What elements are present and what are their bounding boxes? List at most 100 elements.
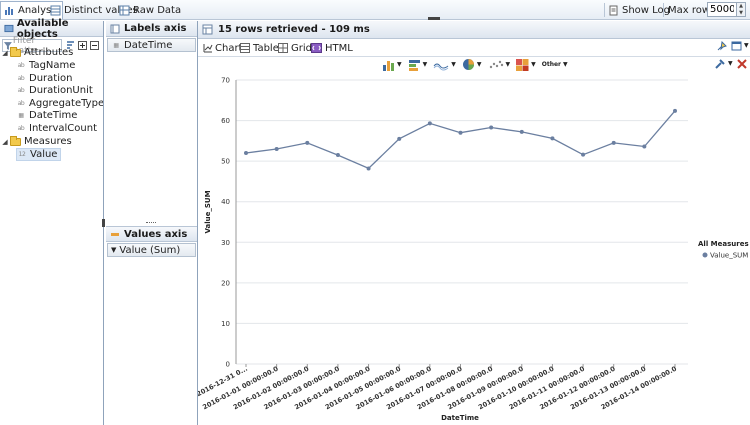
chevron-down-icon[interactable]: ▼ <box>728 60 733 67</box>
measures-label: Measures <box>24 136 72 147</box>
settings-icon[interactable] <box>714 58 726 70</box>
chevron-down-icon[interactable]: ◢ <box>2 137 8 146</box>
tab-analysis-label: Analysis <box>18 5 60 16</box>
pie-chart-icon[interactable] <box>462 58 475 71</box>
labels-axis-title: Labels axis <box>124 23 187 34</box>
tree-item-value[interactable]: 12 Value <box>16 148 62 161</box>
bar-chart-icon[interactable] <box>382 59 395 71</box>
data-point[interactable] <box>244 151 248 156</box>
data-point[interactable] <box>642 144 647 149</box>
chevron-down-icon[interactable]: ▼ <box>531 61 536 68</box>
data-point[interactable] <box>366 166 371 171</box>
chevron-down-icon[interactable]: ▼ <box>476 61 482 68</box>
splitter-handle[interactable] <box>146 222 156 224</box>
close-icon[interactable] <box>737 59 747 69</box>
chevron-down-icon[interactable]: ▼ <box>451 61 456 68</box>
stacked-bar-icon[interactable] <box>408 59 421 71</box>
tab-table[interactable]: Table <box>240 41 279 55</box>
chevron-down-icon[interactable]: ▼ <box>422 61 428 68</box>
tab-html[interactable]: HTML <box>311 41 353 55</box>
show-log-button[interactable]: Show Log <box>608 3 670 18</box>
data-point[interactable] <box>458 130 463 135</box>
splitter-handle[interactable] <box>428 17 440 20</box>
heatmap-icon[interactable] <box>516 58 529 71</box>
data-point[interactable] <box>305 140 310 145</box>
values-axis-field[interactable]: ▼ Value (Sum) <box>107 243 196 257</box>
chevron-down-icon[interactable]: ▼ <box>744 42 749 49</box>
tab-html-label: HTML <box>325 42 353 54</box>
objects-icon <box>4 24 14 33</box>
line-chart-icon[interactable] <box>433 59 449 71</box>
chevron-down-icon[interactable]: ◢ <box>2 48 8 57</box>
tab-analysis[interactable]: Analysis <box>0 1 64 19</box>
log-icon <box>609 5 618 16</box>
y-tick-label: 70 <box>221 77 230 85</box>
other-charts-label[interactable]: Other <box>541 61 562 68</box>
data-point[interactable] <box>397 136 402 141</box>
tree-item-attribute[interactable]: ab Duration <box>16 72 73 85</box>
tree-item-attribute[interactable]: ab IntervalCount <box>16 122 97 135</box>
result-header: 15 rows retrieved - 109 ms <box>198 21 750 39</box>
chevron-down-icon[interactable]: ▼ <box>505 61 511 68</box>
data-point[interactable] <box>274 146 279 151</box>
attribute-icon: ab <box>17 87 25 95</box>
sort-icon[interactable] <box>66 41 75 50</box>
tree-item-attribute[interactable]: ab DurationUnit <box>16 84 93 97</box>
values-axis-title: Values axis <box>124 228 188 240</box>
middle-splitter[interactable] <box>197 21 198 425</box>
tab-chart[interactable]: Chart <box>203 41 242 55</box>
x-axis-ticks: 2016-12-31 0...2016-01-01 00:00:00.02016… <box>198 364 678 411</box>
tree-folder-measures[interactable]: ◢ Measures <box>1 135 72 148</box>
line-chart: 0 10 20 30 40 50 60 70 2016-12-31 0...2016-01-0… <box>198 77 749 423</box>
tree-folder-attributes[interactable]: ◢ Attributes <box>1 46 73 59</box>
labels-axis-icon <box>110 24 120 33</box>
attribute-icon: ab <box>17 62 25 69</box>
attribute-icon: ab <box>17 99 25 107</box>
result-status: 15 rows retrieved - 109 ms <box>218 24 370 35</box>
data-point[interactable] <box>489 125 494 130</box>
data-point[interactable] <box>335 153 340 158</box>
values-axis-header: Values axis <box>106 226 197 242</box>
data-point[interactable] <box>611 140 616 145</box>
chevron-down-icon[interactable]: ▼ <box>111 246 117 254</box>
tab-grid[interactable]: Grid <box>278 41 312 55</box>
data-point[interactable] <box>673 108 677 113</box>
splitter-handle[interactable] <box>102 219 105 227</box>
window-icon[interactable] <box>731 40 743 52</box>
legend-item-value-sum[interactable]: Value_SUM <box>710 252 748 260</box>
tree-item-attribute[interactable]: ab AggregateType <box>16 97 104 110</box>
y-axis-ticks: 0 10 20 30 40 50 60 70 <box>221 77 230 369</box>
tab-distinct-values-label: Distinct values <box>64 5 138 16</box>
labels-axis-field[interactable]: ▦ DateTime <box>107 38 196 52</box>
chevron-down-icon[interactable]: ▼ <box>397 61 402 68</box>
collapse-all-icon[interactable] <box>90 41 99 50</box>
measure-label: Value <box>30 149 58 160</box>
tree-item-attribute[interactable]: ab TagName <box>16 59 76 72</box>
data-point[interactable] <box>550 136 555 141</box>
y-tick-label: 40 <box>221 198 230 206</box>
results-icon <box>202 24 213 35</box>
tab-raw-data[interactable]: Raw Data <box>119 3 181 18</box>
available-objects-title: Available objects <box>16 17 69 40</box>
series-line-value-sum <box>245 110 676 170</box>
y-tick-label: 20 <box>221 279 230 287</box>
series-points <box>244 108 677 171</box>
pin-icon[interactable] <box>716 40 728 52</box>
folder-icon <box>10 135 21 146</box>
chart-toolbar-divider <box>198 56 750 57</box>
y-tick-label: 0 <box>226 361 230 369</box>
data-point[interactable] <box>581 152 586 157</box>
tree-item-attribute[interactable]: ▦ DateTime <box>16 109 77 122</box>
attribute-label: Duration <box>29 72 73 84</box>
date-icon: ▦ <box>113 41 119 49</box>
tab-distinct-values[interactable]: Distinct values <box>50 3 138 18</box>
data-point[interactable] <box>427 121 432 126</box>
max-rows-spinner[interactable]: ▲ ▼ <box>737 2 746 17</box>
filter-placeholder: Filter patte <box>12 35 37 56</box>
data-point[interactable] <box>519 129 524 134</box>
expand-all-icon[interactable] <box>78 41 87 50</box>
max-rows-input[interactable] <box>707 2 737 17</box>
scatter-chart-icon[interactable] <box>488 59 504 71</box>
chevron-down-icon[interactable]: ▼ <box>563 61 568 68</box>
labels-axis-header: Labels axis <box>106 21 197 37</box>
